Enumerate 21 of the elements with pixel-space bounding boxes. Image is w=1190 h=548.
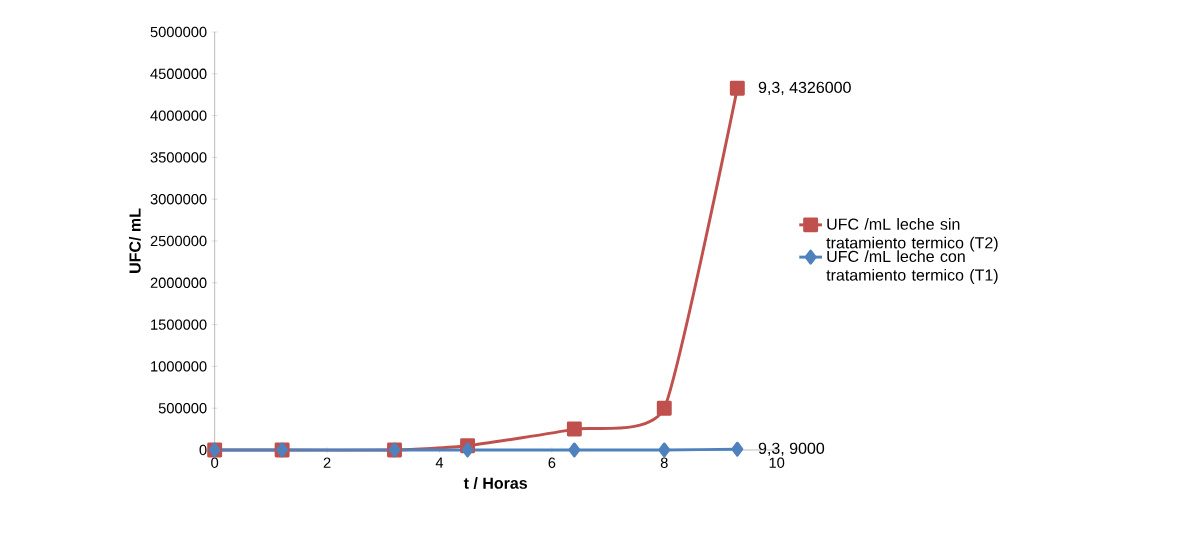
y-tick-label: 0 (199, 444, 207, 456)
y-tick-label: 4000000 (150, 110, 207, 121)
y-tick-label: 1500000 (151, 319, 207, 330)
x-tick-label: 8 (660, 457, 668, 468)
x-axis-title: t / Horas (463, 477, 527, 489)
y-tick-label: 2000000 (150, 277, 207, 288)
y-tick-label: 3000000 (150, 194, 207, 205)
y-tick-label: 4500000 (150, 68, 207, 79)
x-tick-label: 10 (769, 457, 785, 468)
y-tick-label: 5000000 (150, 26, 207, 38)
x-tick-label: 6 (548, 457, 556, 468)
y-tick-label: 3500000 (150, 152, 207, 163)
annotation: 9,3, 9000 (758, 442, 825, 456)
y-tick-label: 500000 (158, 403, 207, 414)
y-tick-label: 2500000 (150, 235, 207, 247)
y-tick-label: 1000000 (151, 361, 207, 372)
y-axis-title: UFC/ mL (128, 208, 141, 273)
x-tick-label: 2 (323, 457, 331, 468)
x-tick-label: 0 (211, 457, 219, 468)
x-tick-label: 4 (435, 457, 444, 468)
annotation: 9,3, 4326000 (758, 81, 851, 95)
